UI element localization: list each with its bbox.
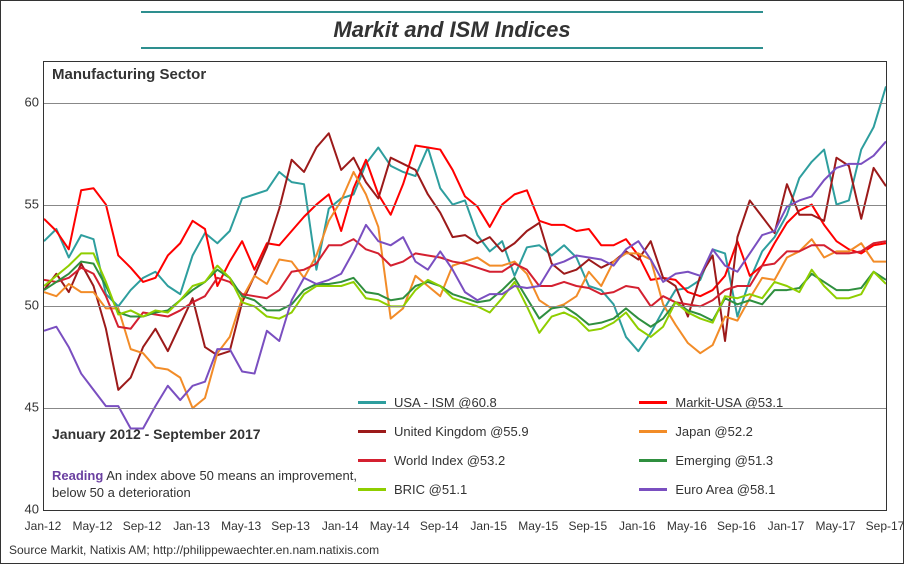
legend-swatch <box>358 488 386 491</box>
x-axis-tick: Jan-14 <box>322 519 359 533</box>
legend-label: Euro Area @58.1 <box>675 482 775 497</box>
x-axis-tick: Sep-14 <box>420 519 459 533</box>
x-axis-tick: Jan-13 <box>173 519 210 533</box>
x-axis-tick: Sep-17 <box>866 519 904 533</box>
grid-line <box>44 306 886 307</box>
legend-swatch <box>639 430 667 433</box>
date-range: January 2012 - September 2017 <box>52 426 261 442</box>
y-axis-tick: 40 <box>11 502 39 517</box>
legend-item-emerging: Emerging @51.3 <box>639 453 876 468</box>
series-japan <box>44 172 886 408</box>
grid-line <box>44 205 886 206</box>
x-axis-tick: May-14 <box>370 519 410 533</box>
x-axis-tick: Sep-15 <box>568 519 607 533</box>
series-uk <box>44 133 886 390</box>
legend-label: World Index @53.2 <box>394 453 505 468</box>
chart-frame: Markit and ISM Indices Manufacturing Sec… <box>0 0 904 564</box>
legend-swatch <box>639 401 667 404</box>
x-axis-tick: Jan-17 <box>768 519 805 533</box>
legend-swatch <box>358 459 386 462</box>
legend-swatch <box>358 401 386 404</box>
legend-label: BRIC @51.1 <box>394 482 467 497</box>
series-world <box>44 239 886 329</box>
legend-item-uk: United Kingdom @55.9 <box>358 424 621 439</box>
chart-subtitle: Manufacturing Sector <box>52 66 206 83</box>
series-emerging <box>44 262 886 327</box>
x-axis-tick: Jan-15 <box>470 519 507 533</box>
legend: USA - ISM @60.8Markit-USA @53.1United Ki… <box>352 386 882 506</box>
x-axis-tick: May-13 <box>221 519 261 533</box>
legend-item-euro: Euro Area @58.1 <box>639 482 876 497</box>
x-axis-tick: May-16 <box>667 519 707 533</box>
grid-line <box>44 408 886 409</box>
legend-item-japan: Japan @52.2 <box>639 424 876 439</box>
plot-area: Manufacturing Sector January 2012 - Sept… <box>43 61 887 511</box>
legend-swatch <box>639 488 667 491</box>
y-axis-tick: 45 <box>11 400 39 415</box>
plot-area-wrap: Manufacturing Sector January 2012 - Sept… <box>11 57 893 533</box>
x-axis-tick: Jan-16 <box>619 519 656 533</box>
legend-swatch <box>639 459 667 462</box>
x-axis-tick: May-17 <box>815 519 855 533</box>
series-markit_usa <box>44 145 886 296</box>
grid-line <box>44 103 886 104</box>
x-axis-tick: Sep-13 <box>271 519 310 533</box>
chart-title-bar: Markit and ISM Indices <box>141 11 763 49</box>
x-axis-tick: Jan-12 <box>25 519 62 533</box>
legend-label: Japan @52.2 <box>675 424 753 439</box>
x-axis-tick: Sep-12 <box>123 519 162 533</box>
y-axis-tick: 50 <box>11 298 39 313</box>
series-bric <box>44 253 886 336</box>
x-axis-tick: May-15 <box>518 519 558 533</box>
legend-item-world: World Index @53.2 <box>358 453 621 468</box>
chart-title: Markit and ISM Indices <box>333 17 570 43</box>
legend-item-bric: BRIC @51.1 <box>358 482 621 497</box>
legend-swatch <box>358 430 386 433</box>
x-axis-tick: Sep-16 <box>717 519 756 533</box>
reading-label: Reading <box>52 468 103 483</box>
reading-note: Reading An index above 50 means an impro… <box>52 468 366 502</box>
legend-label: United Kingdom @55.9 <box>394 424 529 439</box>
y-axis-tick: 60 <box>11 94 39 109</box>
source-line: Source Markit, Natixis AM; http://philip… <box>9 543 379 557</box>
series-usa_ism <box>44 86 886 351</box>
legend-label: Emerging @51.3 <box>675 453 773 468</box>
x-axis-tick: May-12 <box>73 519 113 533</box>
y-axis-tick: 55 <box>11 196 39 211</box>
